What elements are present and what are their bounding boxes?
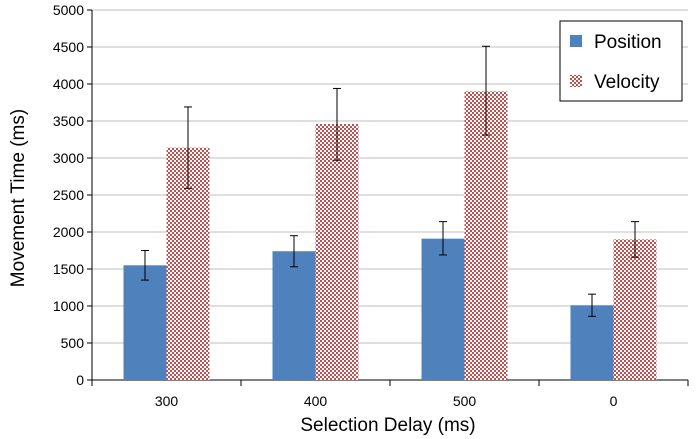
bar-position xyxy=(421,238,465,380)
y-tick-label: 3500 xyxy=(53,113,84,129)
bar-position xyxy=(123,265,167,380)
y-axis-title: Movement Time (ms) xyxy=(8,109,29,287)
bar-position xyxy=(570,305,614,380)
y-tick-label: 3000 xyxy=(53,150,84,166)
y-tick-label: 4500 xyxy=(53,39,84,55)
legend-swatch-position xyxy=(570,35,582,47)
x-axis-title: Selection Delay (ms) xyxy=(300,415,475,436)
y-tick-label: 2500 xyxy=(53,187,84,203)
legend-label-velocity: Velocity xyxy=(594,72,660,93)
x-tick-label: 400 xyxy=(304,393,328,409)
bars xyxy=(123,91,657,381)
error-bars xyxy=(141,45,639,317)
bar-velocity xyxy=(613,239,657,380)
x-tick-label: 0 xyxy=(610,393,618,409)
legend-box xyxy=(559,20,683,102)
y-tick-label: 4000 xyxy=(53,76,84,92)
bar-position xyxy=(272,251,316,380)
legend-swatch-velocity xyxy=(570,75,582,87)
y-tick-label: 0 xyxy=(76,372,84,388)
y-tick-label: 1000 xyxy=(53,298,84,314)
y-tick-label: 1500 xyxy=(53,261,84,277)
x-tick-label: 500 xyxy=(453,393,477,409)
legend-label-position: Position xyxy=(594,32,662,53)
bar-velocity xyxy=(315,123,359,381)
y-tick-label: 5000 xyxy=(53,2,84,18)
x-tick-label: 300 xyxy=(155,393,179,409)
bar-velocity xyxy=(464,91,508,381)
y-tick-label: 500 xyxy=(61,335,85,351)
legend: Position Velocity xyxy=(559,20,683,102)
tick-labels: 0500100015002000250030003500400045005000… xyxy=(53,2,618,409)
y-tick-label: 2000 xyxy=(53,224,84,240)
